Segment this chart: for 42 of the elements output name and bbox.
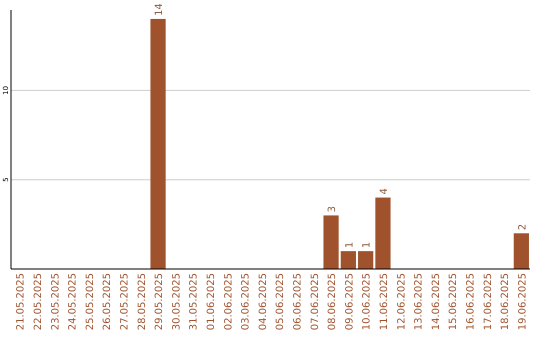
x-tick-label: 04.06.2025 [258, 273, 269, 330]
data-label: 3 [327, 206, 338, 212]
x-tick-label: 22.05.2025 [32, 273, 44, 330]
x-tick-label: 29.05.2025 [154, 273, 166, 330]
x-tick-label: 05.06.2025 [275, 273, 286, 330]
x-tick-label: 13.06.2025 [414, 273, 425, 330]
x-tick-label: 18.06.2025 [500, 273, 512, 330]
x-tick-label: 14.06.2025 [430, 273, 442, 330]
x-tick-label: 03.06.2025 [240, 273, 252, 330]
x-tick-label: 07.06.2025 [310, 273, 321, 330]
x-tick-label: 26.05.2025 [102, 273, 114, 330]
x-tick-label: 08.06.2025 [327, 273, 338, 330]
data-label: 4 [378, 188, 390, 195]
x-tick-label: 23.05.2025 [50, 273, 62, 330]
x-tick-label: 27.05.2025 [119, 273, 130, 330]
x-tick-label: 02.06.2025 [223, 273, 234, 330]
x-tick-label: 15.06.2025 [448, 273, 460, 330]
data-label: 14 [154, 3, 166, 16]
x-tick-label: 28.05.2025 [136, 273, 148, 330]
x-tick-label: 24.05.2025 [68, 273, 79, 330]
bar [514, 233, 529, 269]
x-tick-label: 11.06.2025 [378, 273, 390, 330]
bar [150, 18, 166, 269]
x-tick-label: 19.06.2025 [517, 273, 528, 330]
x-tick-label: 06.06.2025 [292, 273, 304, 330]
data-label: 1 [362, 242, 373, 248]
x-tick-label: 30.05.2025 [171, 273, 182, 330]
data-label: 2 [517, 224, 528, 230]
x-tick-label: 31.05.2025 [188, 273, 200, 330]
bar [340, 251, 356, 269]
data-label: 1 [344, 242, 356, 248]
x-tick-label: 16.06.2025 [465, 273, 476, 330]
x-tick-label: 21.05.2025 [16, 273, 27, 330]
x-tick-label: 12.06.2025 [396, 273, 408, 330]
x-tick-label: 09.06.2025 [344, 273, 356, 330]
x-tick-label: 01.06.2025 [206, 273, 217, 330]
x-tick-label: 17.06.2025 [482, 273, 494, 330]
x-tick-label: 25.05.2025 [84, 273, 96, 330]
x-tick-label: 10.06.2025 [362, 273, 373, 330]
bar [375, 198, 391, 269]
bar [358, 251, 374, 269]
bar [323, 215, 339, 269]
